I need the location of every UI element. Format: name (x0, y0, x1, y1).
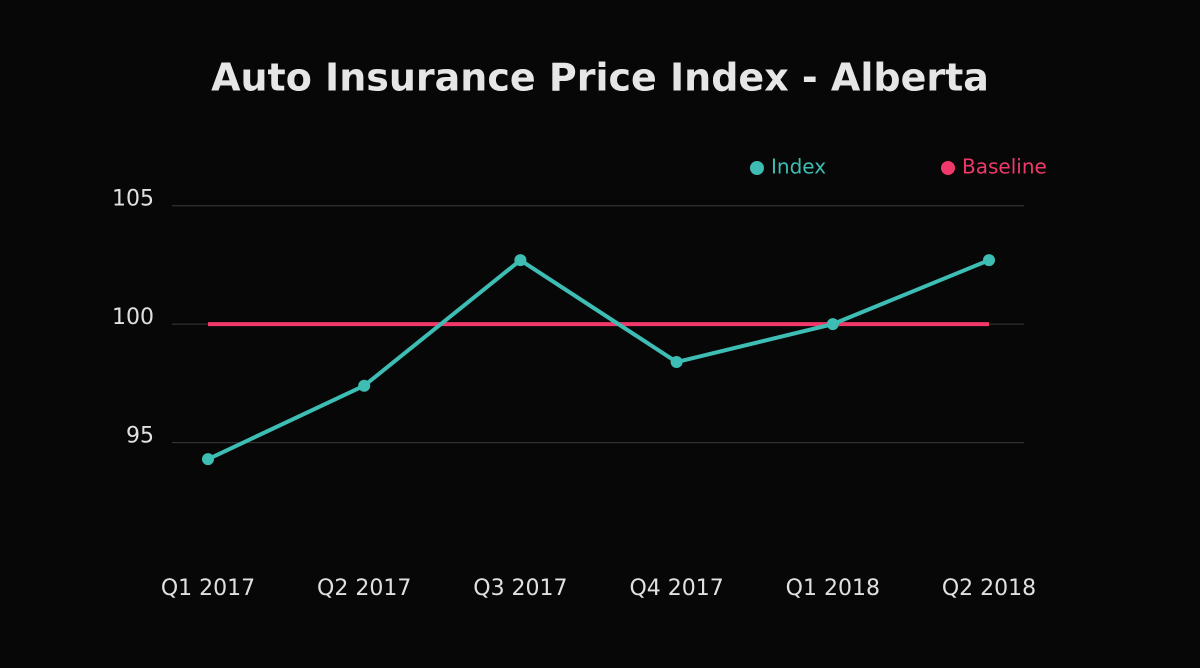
point (514, 254, 527, 267)
point (983, 254, 995, 267)
x-tick-label: Q1 2018 (786, 576, 880, 601)
legend-label: Baseline (962, 155, 1047, 179)
legend-label: Index (771, 155, 826, 179)
y-tick-label: 95 (126, 424, 154, 449)
point (670, 356, 683, 369)
legend-marker (941, 161, 955, 175)
point (826, 318, 839, 331)
y-tick-label: 100 (112, 305, 154, 330)
x-tick-label: Q3 2017 (473, 576, 567, 601)
series-line (207, 258, 990, 461)
point (358, 379, 371, 392)
x-tick-label: Q2 2017 (317, 576, 411, 601)
legend-marker (750, 161, 764, 175)
x-tick-label: Q4 2017 (629, 576, 723, 601)
point (202, 453, 214, 466)
x-tick-label: Q1 2017 (161, 576, 255, 601)
y-tick-label: 105 (112, 187, 154, 212)
chart-title: Auto Insurance Price Index - Alberta (211, 56, 989, 100)
x-tick-label: Q2 2018 (942, 576, 1036, 601)
